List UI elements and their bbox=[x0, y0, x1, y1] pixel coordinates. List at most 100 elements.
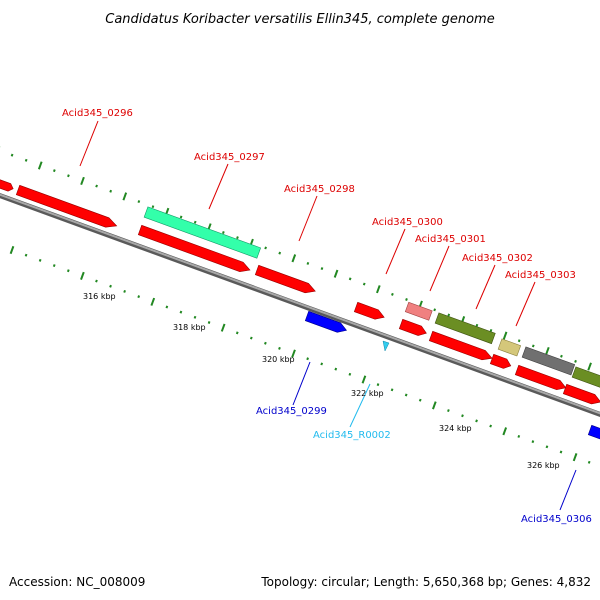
minor-tick bbox=[236, 236, 239, 240]
minor-tick bbox=[264, 341, 267, 345]
gene-acid345-0299-arrow[interactable] bbox=[304, 310, 348, 335]
minor-tick bbox=[306, 357, 309, 361]
gene-acid345-0297-arrow[interactable] bbox=[143, 206, 262, 259]
major-tick bbox=[291, 254, 297, 263]
minor-tick bbox=[109, 189, 113, 193]
major-tick bbox=[376, 285, 381, 294]
major-tick bbox=[80, 176, 85, 186]
major-tick bbox=[587, 362, 592, 371]
gene-acid345-0300-arrow[interactable] bbox=[353, 301, 386, 322]
minor-tick bbox=[123, 289, 126, 293]
major-tick bbox=[122, 192, 128, 201]
major-tick bbox=[432, 401, 437, 410]
minor-tick bbox=[489, 328, 493, 332]
minor-tick bbox=[207, 321, 211, 324]
gene-label[interactable]: Acid345_0306 bbox=[521, 514, 592, 525]
gene-olive-right[interactable] bbox=[571, 366, 600, 392]
gene-label[interactable]: Acid345_0299 bbox=[256, 406, 327, 417]
minor-tick bbox=[390, 388, 394, 392]
major-tick bbox=[545, 346, 550, 356]
minor-tick bbox=[489, 424, 492, 428]
scale-label: 320 kbp bbox=[262, 355, 295, 364]
minor-tick bbox=[137, 200, 141, 204]
trna-acid345-r0002-marker[interactable] bbox=[382, 340, 390, 352]
gene-label[interactable]: Acid345_0297 bbox=[194, 152, 265, 163]
gene-acid345-0302-arrow[interactable] bbox=[428, 330, 494, 363]
gene-cds-row2-a-arrow[interactable] bbox=[137, 224, 251, 274]
gene-acid345-0306-arrow[interactable] bbox=[587, 424, 600, 441]
gene-acid345-0301-arrow[interactable] bbox=[398, 318, 428, 338]
gene-gray-feature[interactable] bbox=[521, 346, 576, 376]
minor-tick bbox=[306, 261, 310, 265]
minor-tick bbox=[531, 344, 535, 348]
minor-tick bbox=[264, 246, 267, 250]
gene-label[interactable]: Acid345_0302 bbox=[462, 253, 533, 264]
gene-acid345-0298-arrow[interactable] bbox=[254, 264, 317, 296]
minor-tick bbox=[52, 169, 56, 173]
gene-label[interactable]: Acid345_0301 bbox=[415, 234, 486, 245]
minor-tick bbox=[545, 445, 549, 449]
minor-tick bbox=[66, 269, 70, 273]
major-tick bbox=[291, 349, 296, 358]
scale-label: 316 kbp bbox=[83, 292, 116, 301]
minor-tick bbox=[559, 450, 563, 454]
gene-cds-row2-c-arrow[interactable] bbox=[562, 383, 600, 406]
major-tick bbox=[80, 271, 85, 280]
minor-tick bbox=[531, 440, 535, 444]
minor-tick bbox=[320, 267, 324, 271]
minor-tick bbox=[404, 393, 408, 397]
topology-summary-text: Topology: circular; Length: 5,650,368 bp… bbox=[260, 575, 591, 589]
minor-tick bbox=[235, 331, 239, 335]
scale-label: 322 kbp bbox=[351, 389, 384, 398]
minor-tick bbox=[52, 264, 56, 268]
gene-acid345-0295-arrow[interactable] bbox=[0, 178, 15, 193]
minor-tick bbox=[193, 315, 197, 319]
gene-cds-row2-b-arrow[interactable] bbox=[514, 364, 567, 392]
genome-backbone bbox=[0, 192, 600, 418]
minor-tick bbox=[109, 284, 112, 288]
scale-label: 318 kbp bbox=[173, 323, 206, 332]
minor-tick bbox=[165, 305, 169, 309]
minor-tick bbox=[405, 298, 408, 301]
gene-features bbox=[0, 178, 600, 441]
gene-label[interactable]: Acid345_0298 bbox=[284, 184, 355, 195]
minor-tick bbox=[517, 339, 521, 343]
minor-tick bbox=[418, 398, 422, 402]
minor-tick bbox=[24, 253, 28, 257]
gene-acid345-0303-arrow[interactable] bbox=[489, 353, 512, 370]
minor-tick bbox=[461, 414, 464, 418]
gene-acid345-0303-khaki[interactable] bbox=[497, 338, 522, 357]
minor-tick bbox=[179, 215, 183, 219]
minor-tick bbox=[222, 231, 225, 234]
minor-tick bbox=[560, 354, 563, 358]
minor-tick bbox=[67, 174, 70, 178]
scale-labels: 316 kbp 318 kbp 320 kbp 322 kbp 324 kbp … bbox=[83, 292, 560, 470]
major-tick bbox=[220, 323, 226, 332]
minor-tick bbox=[38, 258, 42, 262]
major-tick bbox=[572, 453, 578, 462]
minor-tick bbox=[517, 434, 521, 438]
minor-tick bbox=[278, 346, 281, 350]
gene-label[interactable]: Acid345_0296 bbox=[62, 108, 133, 119]
minor-tick bbox=[320, 362, 324, 366]
gene-label[interactable]: Acid345_0300 bbox=[372, 217, 443, 228]
minor-tick bbox=[391, 292, 394, 296]
minor-tick bbox=[10, 153, 14, 157]
gene-acid345-0302-olive[interactable] bbox=[434, 312, 496, 345]
minor-tick bbox=[574, 359, 577, 363]
label-leader-lines bbox=[79, 120, 577, 511]
gene-acid345-0301-pink[interactable] bbox=[404, 301, 433, 321]
major-tick bbox=[502, 427, 508, 436]
gene-labels: Acid345_0296 Acid345_0297 Acid345_0298 A… bbox=[62, 108, 592, 525]
minor-tick bbox=[334, 367, 338, 371]
accession-text: Accession: NC_008009 bbox=[9, 575, 145, 589]
minor-tick bbox=[433, 308, 437, 312]
gene-label[interactable]: Acid345_R0002 bbox=[313, 430, 391, 441]
minor-tick bbox=[24, 158, 28, 162]
minor-tick bbox=[278, 251, 282, 255]
gene-label[interactable]: Acid345_0303 bbox=[505, 270, 576, 281]
minor-tick bbox=[249, 336, 253, 340]
major-tick bbox=[333, 269, 339, 278]
gene-acid345-0296-arrow[interactable] bbox=[15, 184, 118, 230]
minor-tick bbox=[447, 313, 451, 317]
